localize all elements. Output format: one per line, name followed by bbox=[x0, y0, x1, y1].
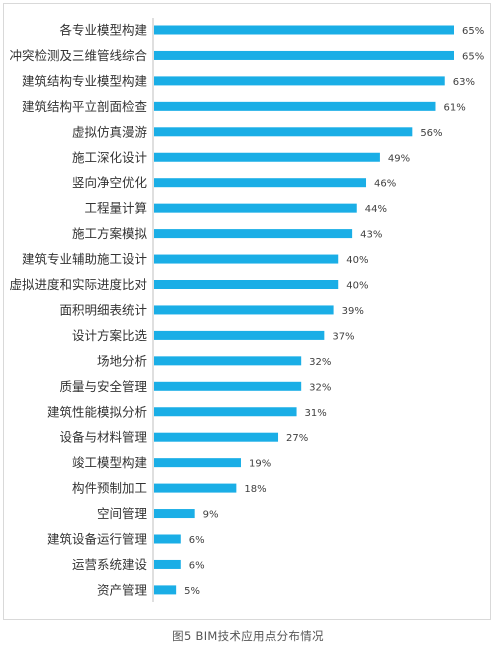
data-label: 44% bbox=[365, 204, 387, 215]
data-label: 56% bbox=[420, 128, 442, 139]
data-label: 32% bbox=[309, 357, 331, 368]
category-label: 建筑设备运行管理 bbox=[47, 532, 148, 547]
bar bbox=[154, 152, 380, 162]
category-label: 施工方案模拟 bbox=[72, 226, 148, 241]
category-label: 虚拟进度和实际进度比对 bbox=[9, 277, 147, 292]
bar bbox=[154, 407, 297, 417]
bar bbox=[154, 432, 279, 442]
bar bbox=[154, 203, 357, 213]
bar bbox=[154, 50, 454, 60]
bar bbox=[154, 534, 181, 544]
category-label: 面积明细表统计 bbox=[59, 302, 147, 317]
category-label: 竣工模型构建 bbox=[72, 455, 148, 470]
bar-chart: 各专业模型构建 65% 冲突检测及三维管线综合 65% 建筑结构专业模型构建 63% 建筑结… bbox=[9, 18, 484, 602]
bar bbox=[154, 229, 353, 239]
data-label: 63% bbox=[453, 77, 475, 88]
data-label: 40% bbox=[346, 281, 368, 292]
category-label: 建筑专业辅助施工设计 bbox=[22, 252, 147, 267]
category-label: 施工深化设计 bbox=[72, 150, 147, 165]
category-label: 建筑结构平立剖面检查 bbox=[22, 99, 148, 114]
data-label: 19% bbox=[249, 459, 271, 470]
bar bbox=[154, 76, 445, 86]
data-label: 65% bbox=[462, 51, 484, 62]
data-label: 9% bbox=[203, 510, 219, 521]
bar bbox=[154, 559, 181, 569]
category-label: 运营系统建设 bbox=[72, 557, 148, 572]
data-label: 46% bbox=[374, 179, 396, 190]
bar bbox=[154, 101, 436, 111]
data-label: 49% bbox=[388, 153, 410, 164]
data-label: 37% bbox=[332, 331, 354, 342]
bar bbox=[154, 381, 302, 391]
category-label: 构件预制加工 bbox=[72, 481, 147, 496]
data-label: 65% bbox=[462, 26, 484, 37]
bar bbox=[154, 356, 302, 366]
category-label: 各专业模型构建 bbox=[59, 23, 147, 38]
data-label: 40% bbox=[346, 255, 368, 266]
category-label: 质量与安全管理 bbox=[59, 379, 147, 394]
data-label: 39% bbox=[342, 306, 364, 317]
bar bbox=[154, 25, 454, 35]
data-label: 43% bbox=[360, 230, 382, 241]
data-label: 6% bbox=[189, 535, 205, 546]
category-label: 冲突检测及三维管线综合 bbox=[9, 48, 147, 63]
category-label: 设计方案比选 bbox=[72, 328, 148, 343]
category-label: 建筑性能模拟分析 bbox=[47, 404, 147, 419]
category-label: 场地分析 bbox=[97, 353, 147, 368]
data-label: 27% bbox=[286, 433, 308, 444]
bar bbox=[154, 330, 325, 340]
bar bbox=[154, 483, 237, 493]
data-label: 6% bbox=[189, 560, 205, 571]
data-label: 31% bbox=[305, 408, 327, 419]
category-label: 设备与材料管理 bbox=[59, 430, 147, 445]
category-label: 竖向净空优化 bbox=[72, 175, 148, 190]
bar bbox=[154, 458, 241, 468]
data-label: 32% bbox=[309, 382, 331, 393]
bar bbox=[154, 178, 367, 188]
category-label: 虚拟仿真漫游 bbox=[72, 124, 148, 139]
category-label: 建筑结构专业模型构建 bbox=[22, 73, 148, 88]
bar bbox=[154, 127, 413, 137]
bar bbox=[154, 305, 334, 315]
bar bbox=[154, 280, 339, 289]
bar bbox=[154, 254, 339, 264]
bar bbox=[154, 509, 195, 519]
figure-caption: 图5 BIM技术应用点分布情况 bbox=[172, 629, 324, 643]
category-label: 资产管理 bbox=[97, 582, 148, 597]
data-label: 18% bbox=[244, 484, 266, 495]
category-label: 空间管理 bbox=[97, 506, 148, 521]
data-label: 61% bbox=[443, 102, 465, 113]
data-label: 5% bbox=[184, 586, 200, 597]
bar bbox=[154, 585, 177, 595]
category-label: 工程量计算 bbox=[84, 201, 147, 216]
